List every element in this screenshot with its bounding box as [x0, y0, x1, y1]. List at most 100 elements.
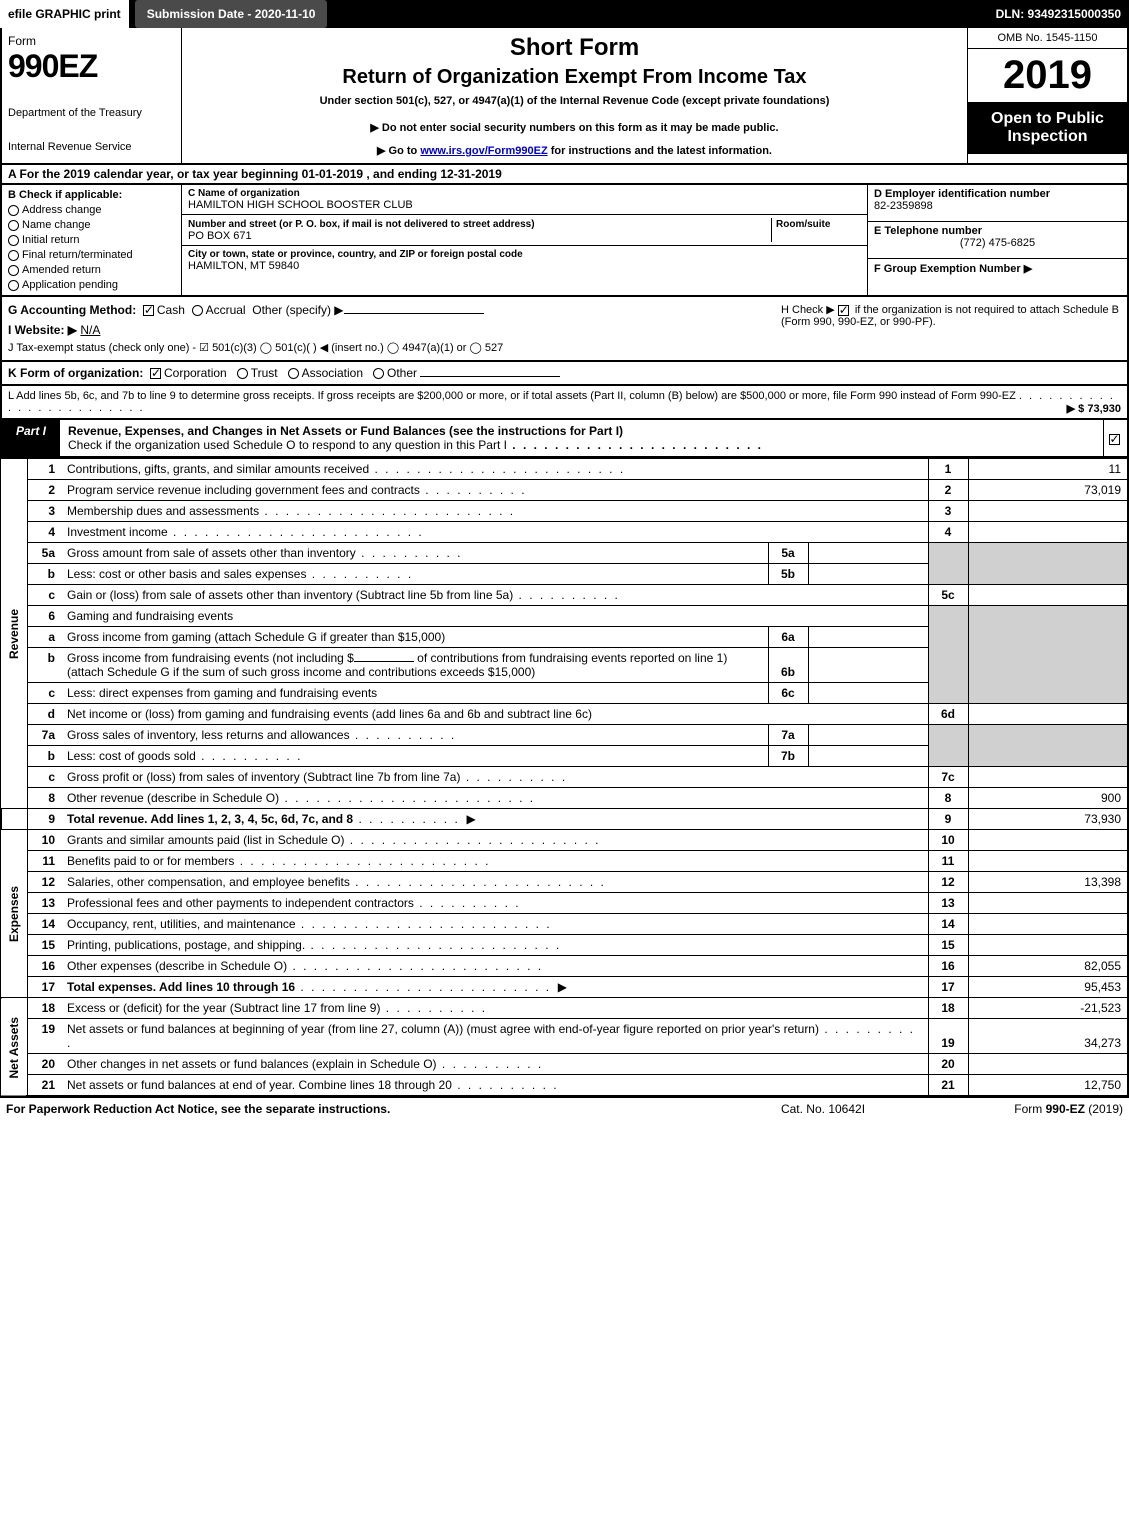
header-left: Form 990EZ Department of the Treasury In…: [2, 28, 182, 163]
return-title: Return of Organization Exempt From Incom…: [192, 66, 957, 89]
dept-treasury: Department of the Treasury: [8, 107, 175, 119]
line-5a-subval: [808, 543, 928, 564]
line-20-num: 20: [27, 1054, 61, 1075]
section-b: B Check if applicable: Address change Na…: [2, 185, 182, 295]
line-5a-num: 5a: [27, 543, 61, 564]
group-row: F Group Exemption Number ▶: [868, 259, 1127, 295]
line-14-ln: 14: [928, 914, 968, 935]
line-12-amt: 13,398: [968, 872, 1128, 893]
line-5ab-shade-amt: [968, 543, 1128, 585]
goto-instructions: ▶ Go to www.irs.gov/Form990EZ for instru…: [192, 144, 957, 157]
line-1-desc: Contributions, gifts, grants, and simila…: [61, 459, 928, 480]
line-8-amt: 900: [968, 788, 1128, 809]
page-footer: For Paperwork Reduction Act Notice, see …: [0, 1097, 1129, 1120]
irs-link[interactable]: www.irs.gov/Form990EZ: [420, 145, 547, 157]
ein-value: 82-2359898: [874, 200, 1121, 212]
line-4-amt: [968, 522, 1128, 543]
line-13-num: 13: [27, 893, 61, 914]
h-forms: (Form 990, 990-EZ, or 990-PF).: [781, 316, 936, 328]
k-assoc-cb: [288, 368, 299, 379]
section-j: J Tax-exempt status (check only one) - ☑…: [8, 341, 781, 354]
line-7b-subval: [808, 746, 928, 767]
line-6c-num: c: [27, 683, 61, 704]
line-6b-subval: [808, 648, 928, 683]
line-6d-num: d: [27, 704, 61, 725]
section-g: G Accounting Method: Cash Accrual Other …: [8, 303, 781, 317]
part-1-table: Revenue 1 Contributions, gifts, grants, …: [0, 458, 1129, 1097]
line-21-amt: 12,750: [968, 1075, 1128, 1097]
under-section: Under section 501(c), 527, or 4947(a)(1)…: [192, 95, 957, 107]
revenue-sidelabel: Revenue: [1, 459, 27, 809]
line-14-amt: [968, 914, 1128, 935]
section-l: L Add lines 5b, 6c, and 7b to line 9 to …: [0, 386, 1129, 420]
line-5c-desc: Gain or (loss) from sale of assets other…: [61, 585, 928, 606]
efile-print-label[interactable]: efile GRAPHIC print: [0, 0, 129, 28]
chk-name-change: Name change: [8, 219, 175, 231]
line-10-num: 10: [27, 830, 61, 851]
chk-address-change: Address change: [8, 204, 175, 216]
line-18-amt: -21,523: [968, 998, 1128, 1019]
org-name-label: C Name of organization: [188, 188, 861, 199]
line-18-desc: Excess or (deficit) for the year (Subtra…: [61, 998, 928, 1019]
line-18-num: 18: [27, 998, 61, 1019]
form-ref: Form 990-EZ (2019): [923, 1102, 1123, 1116]
b-heading: B Check if applicable:: [8, 189, 175, 201]
ssn-warning: ▶ Do not enter social security numbers o…: [192, 121, 957, 134]
form-word: Form: [8, 34, 175, 48]
line-6d-ln: 6d: [928, 704, 968, 725]
line-7b-sub: 7b: [768, 746, 808, 767]
line-12-desc: Salaries, other compensation, and employ…: [61, 872, 928, 893]
line-4-num: 4: [27, 522, 61, 543]
form-header: Form 990EZ Department of the Treasury In…: [0, 28, 1129, 165]
header-right: OMB No. 1545-1150 2019 Open to Public In…: [967, 28, 1127, 163]
section-c: C Name of organization HAMILTON HIGH SCH…: [182, 185, 867, 295]
line-5b-subval: [808, 564, 928, 585]
line-6c-subval: [808, 683, 928, 704]
header-mid: Short Form Return of Organization Exempt…: [182, 28, 967, 163]
line-9-num: 9: [27, 809, 61, 830]
line-5c-amt: [968, 585, 1128, 606]
line-5c-num: c: [27, 585, 61, 606]
line-10-desc: Grants and similar amounts paid (list in…: [61, 830, 928, 851]
line-2-desc: Program service revenue including govern…: [61, 480, 928, 501]
line-7b-desc: Less: cost of goods sold: [61, 746, 768, 767]
line-16-desc: Other expenses (describe in Schedule O): [61, 956, 928, 977]
part-1-sub: Check if the organization used Schedule …: [68, 438, 507, 452]
line-10-ln: 10: [928, 830, 968, 851]
line-7c-ln: 7c: [928, 767, 968, 788]
addr-value: PO BOX 671: [188, 230, 771, 242]
line-14-num: 14: [27, 914, 61, 935]
line-6b-sub: 6b: [768, 648, 808, 683]
k-corp-cb: [150, 368, 161, 379]
line-10-amt: [968, 830, 1128, 851]
tax-period-line: A For the 2019 calendar year, or tax yea…: [0, 165, 1129, 185]
line-2-ln: 2: [928, 480, 968, 501]
line-12-ln: 12: [928, 872, 968, 893]
k-label: K Form of organization:: [8, 366, 143, 380]
ein-label: D Employer identification number: [874, 188, 1121, 200]
section-i: I Website: ▶ N/A: [8, 323, 781, 337]
city-value: HAMILTON, MT 59840: [188, 260, 861, 272]
l-amount: ▶ $ 73,930: [1067, 402, 1121, 415]
line-15-ln: 15: [928, 935, 968, 956]
line-9-ln: 9: [928, 809, 968, 830]
top-bar: efile GRAPHIC print Submission Date - 20…: [0, 0, 1129, 28]
line-15-amt: [968, 935, 1128, 956]
line-19-ln: 19: [928, 1019, 968, 1054]
tel-value: (772) 475-6825: [874, 237, 1121, 249]
line-8-ln: 8: [928, 788, 968, 809]
h-pre: H Check ▶: [781, 304, 835, 316]
chk-initial-return: Initial return: [8, 234, 175, 246]
line-12-num: 12: [27, 872, 61, 893]
section-k: K Form of organization: Corporation Trus…: [0, 362, 1129, 386]
line-7ab-shade: [928, 725, 968, 767]
line-20-ln: 20: [928, 1054, 968, 1075]
line-6c-desc: Less: direct expenses from gaming and fu…: [61, 683, 768, 704]
line-8-num: 8: [27, 788, 61, 809]
accrual-radio: [192, 305, 203, 316]
room-label: Room/suite: [776, 219, 830, 230]
line-3-amt: [968, 501, 1128, 522]
org-addr-row: Number and street (or P. O. box, if mail…: [182, 215, 867, 246]
line-17-ln: 17: [928, 977, 968, 998]
line-3-num: 3: [27, 501, 61, 522]
